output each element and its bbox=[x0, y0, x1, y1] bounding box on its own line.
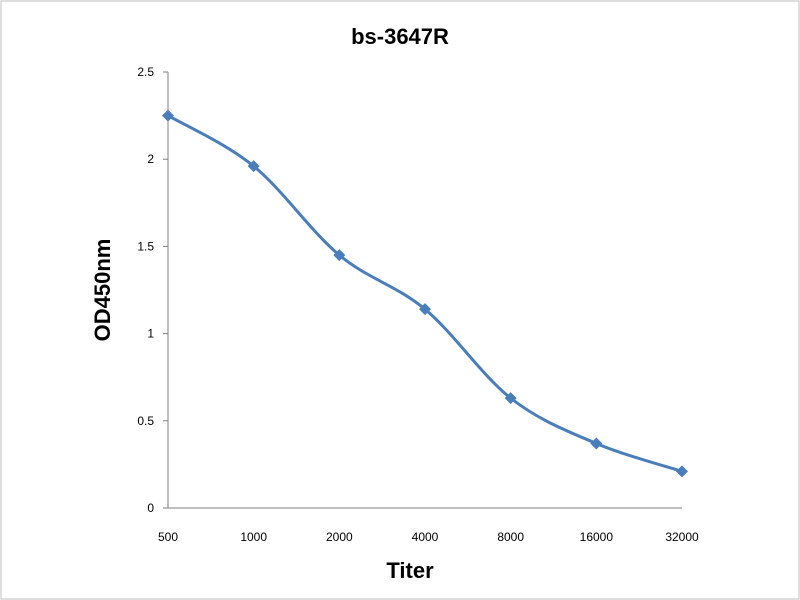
x-tick-label: 4000 bbox=[412, 530, 439, 544]
x-tick-label: 8000 bbox=[497, 530, 524, 544]
x-tick-label: 16000 bbox=[580, 530, 614, 544]
y-tick-label: 1 bbox=[147, 327, 154, 341]
chart-title: bs-3647R bbox=[351, 24, 449, 49]
series-markers bbox=[162, 109, 688, 478]
data-point-marker bbox=[162, 109, 174, 122]
x-tick-label: 500 bbox=[158, 530, 178, 544]
data-point-marker bbox=[676, 465, 688, 478]
y-axis-ticks: 0 0.5 1 1.5 2 2.5 bbox=[137, 65, 168, 515]
y-tick-label: 0.5 bbox=[137, 414, 154, 428]
data-point-marker bbox=[504, 392, 517, 405]
x-tick-label: 32000 bbox=[665, 530, 699, 544]
data-point-marker bbox=[333, 249, 346, 262]
y-axis-title: OD450nm bbox=[90, 239, 115, 342]
y-tick-label: 1.5 bbox=[137, 239, 154, 253]
plot-area bbox=[167, 72, 682, 509]
data-point-marker bbox=[247, 160, 260, 173]
y-tick-label: 2 bbox=[147, 152, 154, 166]
y-tick-label: 0 bbox=[147, 501, 154, 515]
x-tick-label: 2000 bbox=[326, 530, 353, 544]
x-axis-ticks: 500 1000 2000 4000 8000 16000 32000 bbox=[158, 530, 699, 544]
y-tick-label: 2.5 bbox=[137, 65, 154, 79]
x-tick-label: 1000 bbox=[240, 530, 267, 544]
data-point-marker bbox=[419, 303, 431, 316]
x-axis-title: Titer bbox=[386, 558, 434, 583]
data-point-marker bbox=[590, 437, 603, 450]
